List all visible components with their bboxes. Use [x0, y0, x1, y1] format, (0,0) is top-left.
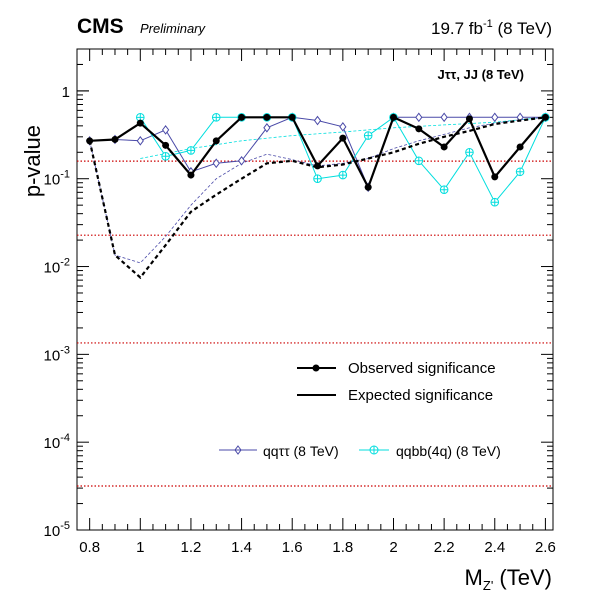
- y-tick-label: 10-2: [44, 257, 70, 277]
- y-tick-label: 10-3: [44, 344, 70, 364]
- point-ch2-cross: [440, 185, 448, 194]
- x-tick-label: 1.8: [332, 539, 353, 556]
- x-tick-label: 2.6: [535, 539, 556, 556]
- y-tick-label: 10-5: [44, 520, 70, 540]
- point-observed: [516, 143, 524, 151]
- channel-annotation: Jττ, JJ (8 TeV): [437, 67, 524, 82]
- legend: Observed significance Expected significa…: [219, 360, 501, 459]
- point-ch2-cross: [187, 146, 195, 155]
- plot-frame: [76, 48, 554, 531]
- point-ch2-cross: [212, 113, 221, 122]
- point-ch2-cross: [465, 148, 474, 157]
- point-observed: [541, 113, 549, 121]
- point-ch1: [313, 115, 322, 126]
- y-tick-label: 10-1: [44, 169, 70, 189]
- axis-ticks: 0.8 1 1.2 1.4 1.6 1.8 2 2.2 2.4 2.6 10-5 10-4 10-3 10…: [44, 48, 556, 556]
- x-tick-label: 1: [136, 539, 144, 556]
- point-ch1: [440, 112, 448, 123]
- point-ch1: [263, 122, 271, 133]
- point-observed: [288, 113, 296, 121]
- series-layer: [86, 112, 550, 280]
- point-observed: [187, 171, 195, 179]
- point-ch2-cross: [364, 131, 372, 140]
- legend-ch1-label: qqττ (8 TeV): [263, 443, 339, 459]
- point-ch2-cross: [516, 167, 524, 176]
- point-ch1: [212, 158, 220, 169]
- legend-observed-marker: [312, 364, 320, 372]
- point-observed: [339, 134, 347, 142]
- point-ch2-cross: [161, 152, 170, 161]
- point-observed: [212, 137, 220, 145]
- legend-observed-label: Observed significance: [348, 360, 496, 377]
- point-observed: [238, 113, 246, 121]
- point-ch2-cross: [313, 174, 322, 183]
- x-tick-label: 1.2: [181, 539, 202, 556]
- point-observed: [415, 125, 423, 133]
- experiment-label: CMS: [77, 15, 124, 38]
- luminosity-label: 19.7 fb-1 (8 TeV): [431, 18, 552, 38]
- y-tick-label: 1: [62, 84, 70, 101]
- series-line-expected: [88, 116, 546, 280]
- point-ch1: [415, 112, 423, 123]
- legend-ch2-marker-cross: [370, 446, 378, 454]
- point-observed: [86, 137, 94, 145]
- x-tick-label: 2.4: [484, 539, 505, 556]
- x-tick-label: 2.2: [434, 539, 455, 556]
- point-ch1: [339, 121, 347, 132]
- point-observed: [263, 113, 271, 121]
- status-label: Preliminary: [140, 21, 207, 36]
- point-observed: [389, 113, 397, 121]
- x-tick-label: 2: [389, 539, 397, 556]
- point-observed: [364, 183, 372, 191]
- point-observed: [314, 162, 322, 170]
- point-ch1: [161, 125, 170, 135]
- point-observed: [136, 119, 144, 127]
- legend-expected-label: Expected significance: [348, 387, 493, 404]
- point-observed: [465, 115, 473, 123]
- point-ch1: [491, 112, 499, 123]
- point-ch1: [136, 136, 144, 146]
- point-ch2-cross: [415, 156, 423, 165]
- point-ch1: [237, 155, 246, 166]
- point-observed: [491, 173, 499, 181]
- x-tick-label: 0.8: [79, 539, 100, 556]
- legend-ch2-label: qqbb(4q) (8 TeV): [396, 443, 501, 459]
- y-tick-label: 10-4: [44, 432, 70, 452]
- x-axis-title: MZ' (TeV): [465, 565, 552, 593]
- point-observed: [162, 141, 170, 149]
- x-tick-label: 1.6: [282, 539, 303, 556]
- y-axis-title: p-value: [20, 125, 45, 197]
- point-observed: [111, 135, 119, 143]
- x-tick-label: 1.4: [231, 539, 252, 556]
- point-ch2-cross: [490, 198, 499, 207]
- point-observed: [440, 143, 448, 151]
- legend-ch1-marker: [234, 445, 242, 455]
- point-ch2-cross: [339, 171, 347, 179]
